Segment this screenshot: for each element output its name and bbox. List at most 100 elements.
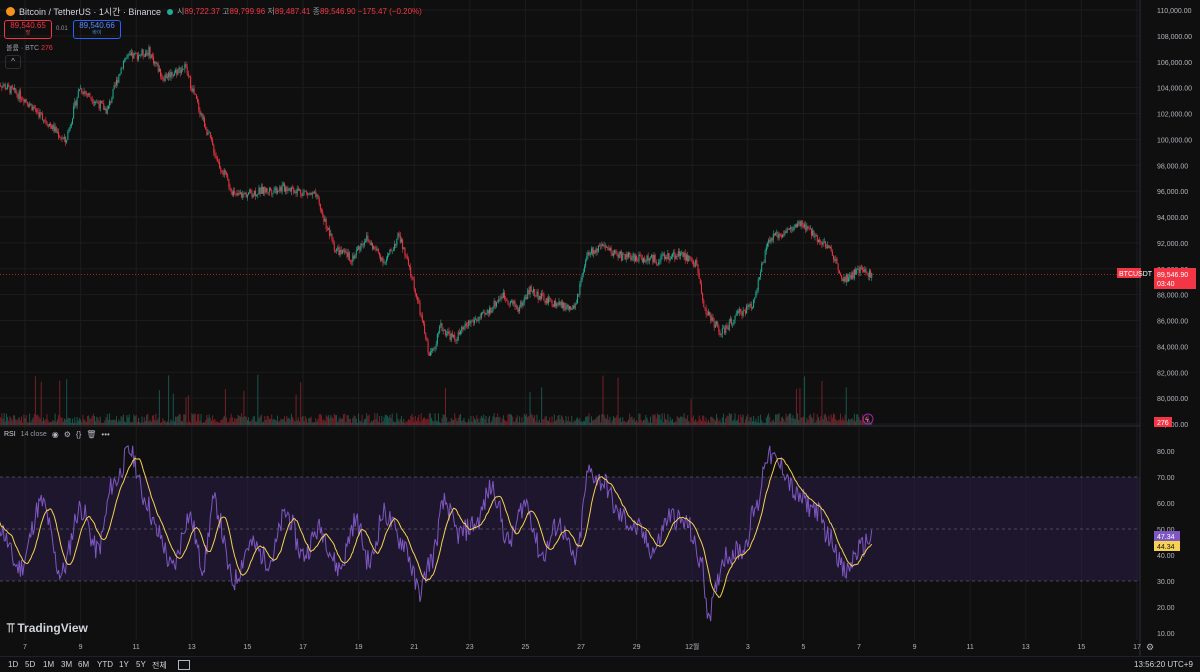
candle [438,333,439,334]
candle [620,252,621,255]
volume-bar [598,416,599,425]
volume-bar [848,419,849,425]
volume-bar [82,415,83,425]
candle [15,88,16,92]
volume-bar [213,420,214,425]
rsi-legend[interactable]: RSI 14 close ◉ ⚙ {} 🗑 ••• [4,430,110,439]
sell-button[interactable]: 89,540.65 팔 [4,20,52,39]
volume-bar [379,416,380,425]
candle [260,188,261,194]
settings-icon[interactable]: ⚙ [64,430,71,439]
candle [486,313,487,314]
time-axis-label: 17 [299,644,307,651]
volume-bar [23,415,24,425]
candle [561,302,562,305]
volume-bar [605,418,606,425]
date-range-icon[interactable] [178,660,190,670]
volume-bar [135,416,136,425]
volume-bar [264,416,265,425]
volume-bar [145,421,146,425]
candle [838,263,839,270]
volume-bar [221,420,222,425]
braces-icon[interactable]: {} [76,430,81,439]
volume-bar [411,414,412,425]
candle [236,194,237,196]
volume-bar [167,421,168,425]
volume-bar [583,421,584,425]
volume-bar [284,416,285,425]
range-ytd[interactable]: YTD [97,660,113,669]
gear-icon[interactable]: ⚙ [1146,642,1154,652]
candle [728,328,729,330]
volume-bar [50,422,51,425]
range-1y[interactable]: 1Y [119,660,129,669]
volume-bar [111,420,112,425]
chevron-up-icon[interactable]: ^ [5,55,21,69]
range-1m[interactable]: 1M [43,660,54,669]
candle [828,245,829,248]
candle [337,247,338,249]
tradingview-logo[interactable]: ⫪ TradingView [7,620,88,636]
volume-bar [604,415,605,425]
candle [397,233,398,238]
clock[interactable]: 13:56:20 UTC+9 [1134,660,1193,669]
candle [385,262,386,263]
volume-bar [172,421,173,425]
volume-legend[interactable]: 볼륨 · BTC 276 [6,43,53,53]
range-5d[interactable]: 5D [25,660,35,669]
volume-bar [67,418,68,425]
candle [758,279,759,290]
more-icon[interactable]: ••• [101,430,109,439]
volume-bar [404,423,405,425]
candle [102,103,103,104]
trash-icon[interactable]: 🗑 [86,430,96,439]
candle [393,249,394,251]
volume-bar [287,418,288,425]
volume-bar [586,416,587,425]
volume-bar [697,421,698,425]
candle [562,302,563,308]
volume-bar [320,414,321,425]
volume-bar [14,416,15,425]
range-5y[interactable]: 5Y [136,660,146,669]
candle [862,268,863,270]
range-all[interactable]: 전체 [152,660,167,671]
candle [89,93,90,97]
volume-bar [34,414,35,425]
candle [275,188,276,191]
candle [774,234,775,235]
volume-bar [545,417,546,425]
volume-bar [132,422,133,425]
volume-legend-value: 276 [41,45,53,52]
candle [491,311,492,313]
chart-canvas[interactable]: 110,000.00108,000.00106,000.00104,000.00… [0,0,1200,656]
volume-bar [759,423,760,425]
volume-bar [550,422,551,425]
volume-bar [563,420,564,425]
volume-bar [79,418,80,425]
candle [29,104,30,106]
candle [151,55,152,58]
eye-icon[interactable]: ◉ [52,430,59,439]
symbol-title[interactable]: Bitcoin / TetherUS · 1시간 · Binance [19,5,161,18]
range-6m[interactable]: 6M [78,660,89,669]
range-1d[interactable]: 1D [8,660,18,669]
candle [470,321,471,323]
market-status-icon [167,9,173,15]
volume-bar [490,423,491,425]
volume-bar [695,419,696,425]
candle [136,53,137,54]
candle [652,255,653,262]
volume-bar [774,422,775,425]
range-3m[interactable]: 3M [61,660,72,669]
buy-button[interactable]: 89,540.66 바이 [73,20,121,39]
candle [764,262,765,263]
candle [613,253,614,256]
candle [334,244,335,251]
candle [494,301,495,308]
volume-bar [168,375,169,425]
candle [150,47,151,58]
rsi-axis-label: 40.00 [1157,553,1175,560]
volume-bar [655,414,656,425]
